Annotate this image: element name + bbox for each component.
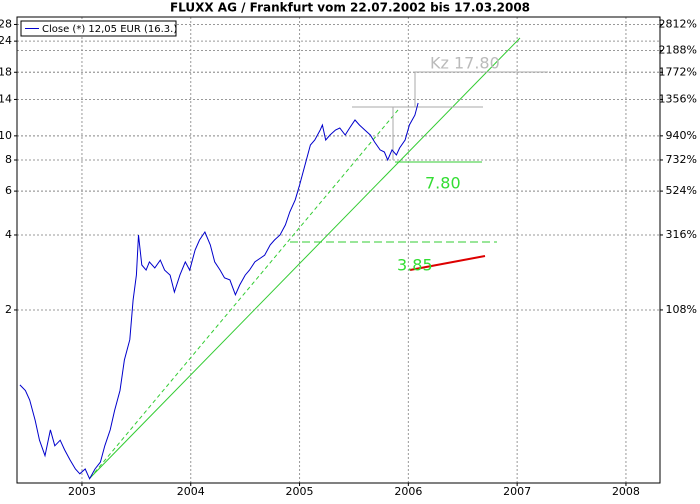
x-tick-label: 2007 — [503, 485, 531, 498]
y2-tick-label: 1356% — [659, 92, 697, 105]
y2-tick-label: 2188% — [659, 44, 697, 57]
y-tick-label: 6 — [5, 184, 12, 197]
x-tick-label: 2005 — [286, 485, 314, 498]
x-tick-label: 2003 — [68, 485, 96, 498]
y-tick-label: 2 — [5, 303, 12, 316]
legend-label: Close (*) 12,05 EUR (16.3.) — [42, 24, 177, 35]
y2-tick-label: 316% — [666, 228, 697, 241]
y2-tick-label: 732% — [666, 153, 697, 166]
grid — [17, 17, 660, 483]
y2-tick-label: 2812% — [659, 17, 697, 30]
legend: Close (*) 12,05 EUR (16.3.) — [20, 20, 177, 37]
plot-frame — [16, 16, 661, 484]
y-tick-label: 28 — [0, 17, 12, 30]
y-tick-label: 8 — [5, 153, 12, 166]
y-tick-label: 14 — [0, 92, 12, 105]
price-line — [19, 102, 419, 480]
y2-tick-label: 1772% — [659, 65, 697, 78]
y2-tick-label: 524% — [666, 184, 697, 197]
chart-title: FLUXX AG / Frankfurt vom 22.07.2002 bis … — [170, 1, 530, 15]
y-tick-label: 4 — [5, 228, 12, 241]
x-tick-label: 2006 — [394, 485, 422, 498]
y-tick-label: 24 — [0, 34, 12, 47]
x-tick-label: 2004 — [177, 485, 205, 498]
target-marker — [414, 71, 548, 107]
legend-box — [20, 20, 177, 37]
annotation: Kz 17.80 — [430, 54, 500, 73]
annotation: 3.85 — [397, 256, 433, 275]
y2-tick-label: 108% — [666, 303, 697, 316]
y2-tick-label: 940% — [666, 129, 697, 142]
x-tick-label: 2008 — [612, 485, 640, 498]
annotation: 7.80 — [425, 174, 461, 193]
trend-line-dashed — [89, 109, 399, 479]
y-tick-label: 18 — [0, 65, 12, 78]
target-line — [409, 255, 486, 271]
y-tick-label: 10 — [0, 129, 12, 142]
trend-line — [89, 37, 521, 479]
